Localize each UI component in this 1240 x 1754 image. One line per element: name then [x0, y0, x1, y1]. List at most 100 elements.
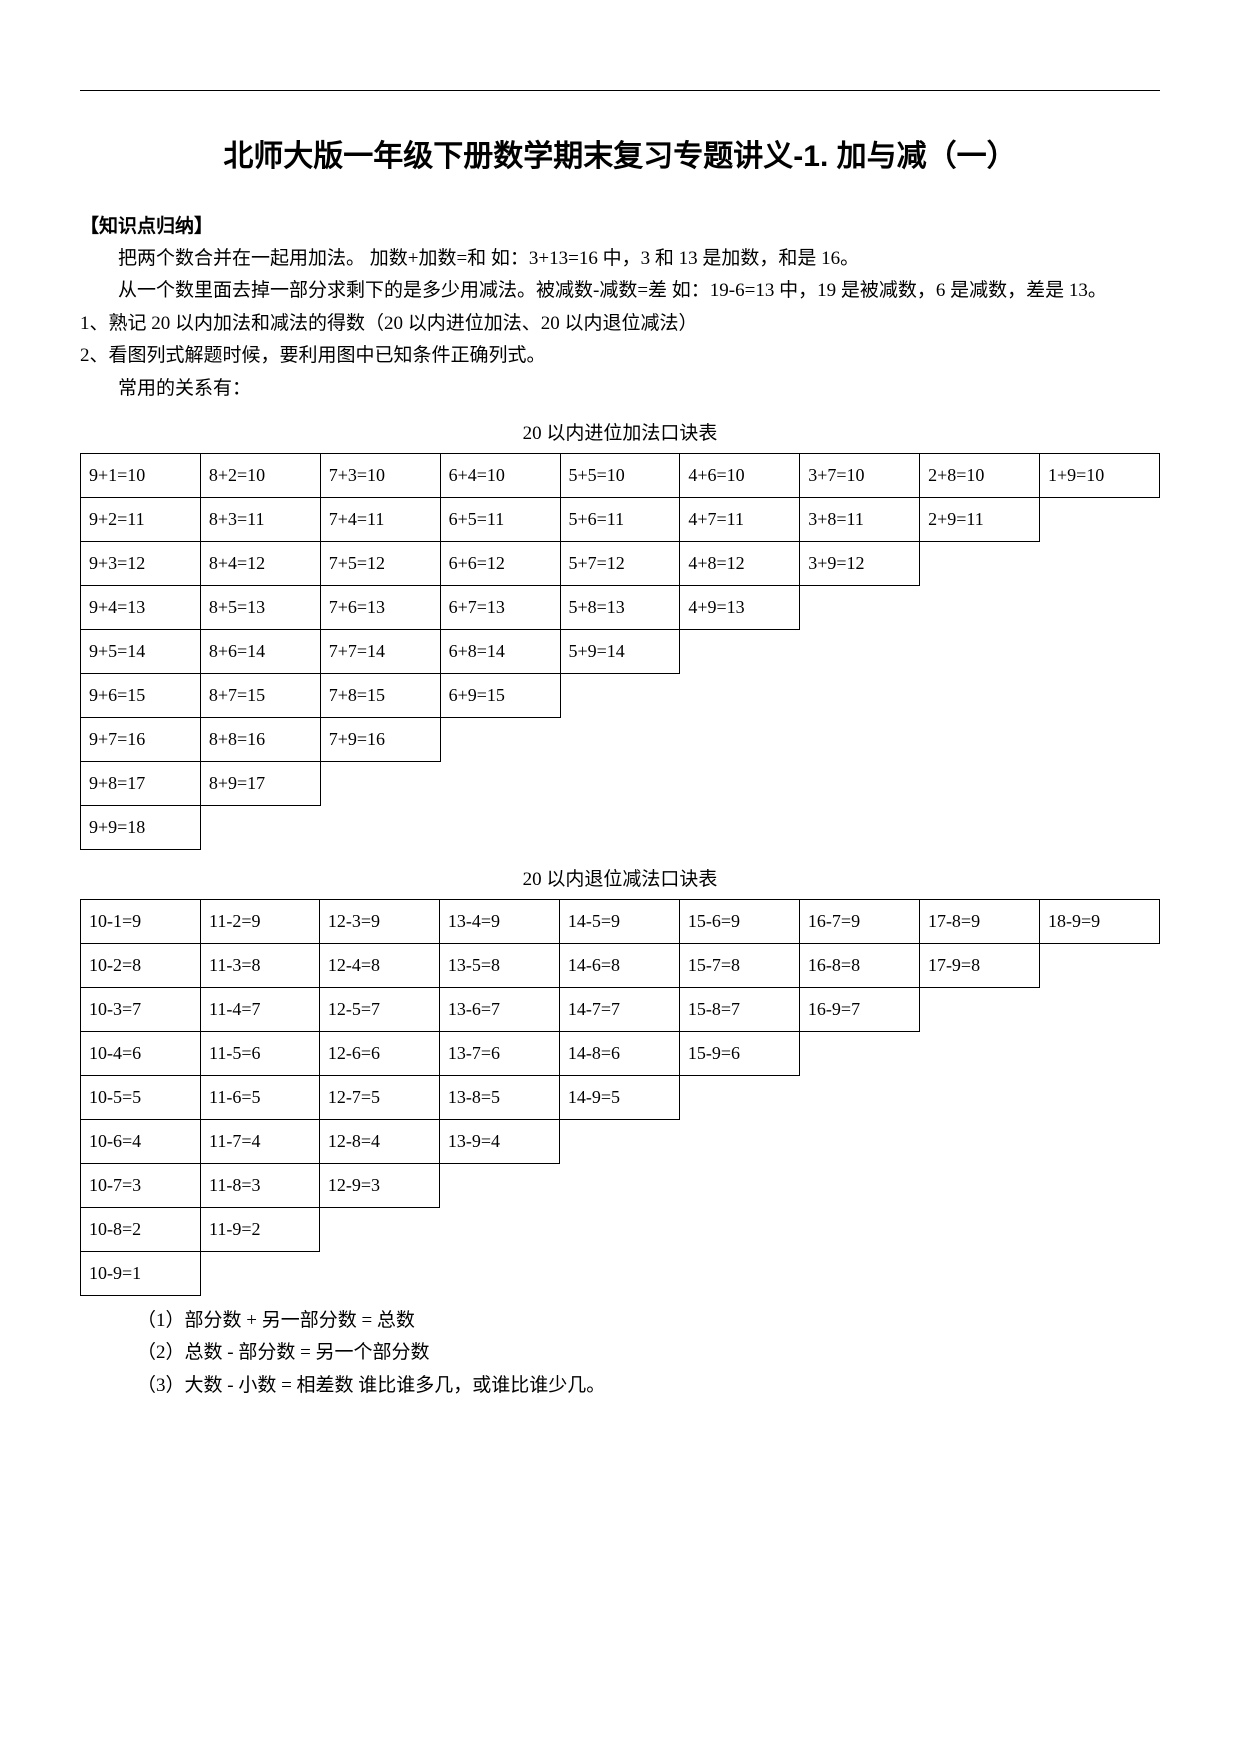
- table-cell: [920, 717, 1040, 761]
- table-cell: 12-8=4: [319, 1119, 439, 1163]
- table-cell: 10-7=3: [81, 1163, 201, 1207]
- table-cell: 17-8=9: [919, 899, 1039, 943]
- table-cell: [800, 629, 920, 673]
- table-cell: [680, 673, 800, 717]
- table-cell: 9+6=15: [81, 673, 201, 717]
- table-cell: [559, 1119, 679, 1163]
- formula-2: （2）总数 - 部分数 = 另一个部分数: [80, 1338, 1160, 1368]
- table-cell: 9+8=17: [81, 761, 201, 805]
- table-cell: [919, 1207, 1039, 1251]
- table-cell: 8+6=14: [200, 629, 320, 673]
- table-cell: 9+7=16: [81, 717, 201, 761]
- table-cell: 7+3=10: [320, 453, 440, 497]
- table-cell: 11-8=3: [201, 1163, 320, 1207]
- table-cell: [800, 761, 920, 805]
- table-cell: [320, 761, 440, 805]
- table-cell: 4+9=13: [680, 585, 800, 629]
- table-cell: 12-3=9: [319, 899, 439, 943]
- table-cell: [799, 1207, 919, 1251]
- addition-table-caption: 20 以内进位加法口诀表: [80, 418, 1160, 445]
- table-cell: 11-6=5: [201, 1075, 320, 1119]
- table-cell: 10-4=6: [81, 1031, 201, 1075]
- table-cell: [1040, 497, 1160, 541]
- table-cell: 5+9=14: [560, 629, 680, 673]
- table-cell: 17-9=8: [919, 943, 1039, 987]
- table-cell: [1039, 1031, 1159, 1075]
- table-cell: 7+5=12: [320, 541, 440, 585]
- table-cell: 10-9=1: [81, 1251, 201, 1295]
- table-cell: [919, 1119, 1039, 1163]
- table-cell: 14-8=6: [559, 1031, 679, 1075]
- table-cell: 4+6=10: [680, 453, 800, 497]
- table-cell: [800, 673, 920, 717]
- table-cell: 10-3=7: [81, 987, 201, 1031]
- table-cell: [440, 717, 560, 761]
- table-cell: 3+8=11: [800, 497, 920, 541]
- table-cell: [800, 805, 920, 849]
- table-cell: [680, 717, 800, 761]
- table-cell: [1039, 1075, 1159, 1119]
- table-cell: [1039, 987, 1159, 1031]
- table-cell: 5+6=11: [560, 497, 680, 541]
- table-cell: 5+7=12: [560, 541, 680, 585]
- table-cell: 6+8=14: [440, 629, 560, 673]
- table-cell: [680, 629, 800, 673]
- table-cell: [920, 805, 1040, 849]
- table-cell: 11-7=4: [201, 1119, 320, 1163]
- table-cell: 10-2=8: [81, 943, 201, 987]
- table-cell: [1040, 717, 1160, 761]
- table-cell: [1040, 585, 1160, 629]
- table-cell: [1040, 805, 1160, 849]
- table-cell: 11-3=8: [201, 943, 320, 987]
- table-cell: 14-5=9: [559, 899, 679, 943]
- table-cell: 8+8=16: [200, 717, 320, 761]
- formula-3: （3）大数 - 小数 = 相差数 谁比谁多几，或谁比谁少几。: [80, 1371, 1160, 1401]
- table-cell: 13-8=5: [439, 1075, 559, 1119]
- table-cell: [799, 1075, 919, 1119]
- table-cell: [1040, 629, 1160, 673]
- table-cell: 8+3=11: [200, 497, 320, 541]
- table-cell: 8+2=10: [200, 453, 320, 497]
- table-cell: 11-2=9: [201, 899, 320, 943]
- table-cell: 2+8=10: [920, 453, 1040, 497]
- table-cell: [1040, 761, 1160, 805]
- table-cell: [1040, 541, 1160, 585]
- page: 北师大版一年级下册数学期末复习专题讲义-1. 加与减（一） 【知识点归纳】 把两…: [0, 0, 1240, 1463]
- table-cell: 9+5=14: [81, 629, 201, 673]
- table-cell: [919, 987, 1039, 1031]
- table-cell: 16-8=8: [799, 943, 919, 987]
- table-cell: 6+5=11: [440, 497, 560, 541]
- para-item-2: 2、看图列式解题时候，要利用图中已知条件正确列式。: [80, 341, 1160, 371]
- table-cell: [1039, 1251, 1159, 1295]
- table-cell: [799, 1163, 919, 1207]
- para-subtraction-def: 从一个数里面去掉一部分求剩下的是多少用减法。被减数-减数=差 如：19-6=13…: [80, 276, 1160, 306]
- table-cell: 12-6=6: [319, 1031, 439, 1075]
- table-cell: [919, 1075, 1039, 1119]
- table-cell: 4+7=11: [680, 497, 800, 541]
- para-item-1: 1、熟记 20 以内加法和减法的得数（20 以内进位加法、20 以内退位减法）: [80, 309, 1160, 339]
- table-cell: 16-7=9: [799, 899, 919, 943]
- table-cell: 13-4=9: [439, 899, 559, 943]
- table-cell: 8+9=17: [200, 761, 320, 805]
- table-cell: [679, 1163, 799, 1207]
- subtraction-table: 10-1=911-2=912-3=913-4=914-5=915-6=916-7…: [80, 899, 1160, 1296]
- table-cell: [800, 717, 920, 761]
- table-cell: [679, 1207, 799, 1251]
- table-cell: 9+4=13: [81, 585, 201, 629]
- table-cell: 2+9=11: [920, 497, 1040, 541]
- para-common-relations: 常用的关系有：: [80, 374, 1160, 404]
- table-cell: 6+7=13: [440, 585, 560, 629]
- table-cell: [799, 1031, 919, 1075]
- table-cell: 14-7=7: [559, 987, 679, 1031]
- table-cell: 6+6=12: [440, 541, 560, 585]
- table-cell: [319, 1251, 439, 1295]
- table-cell: 16-9=7: [799, 987, 919, 1031]
- table-cell: 3+7=10: [800, 453, 920, 497]
- table-cell: [201, 1251, 320, 1295]
- table-cell: [679, 1119, 799, 1163]
- table-cell: 15-7=8: [679, 943, 799, 987]
- table-cell: [920, 673, 1040, 717]
- subtraction-table-caption: 20 以内退位减法口诀表: [80, 864, 1160, 891]
- table-cell: [439, 1207, 559, 1251]
- table-cell: 11-4=7: [201, 987, 320, 1031]
